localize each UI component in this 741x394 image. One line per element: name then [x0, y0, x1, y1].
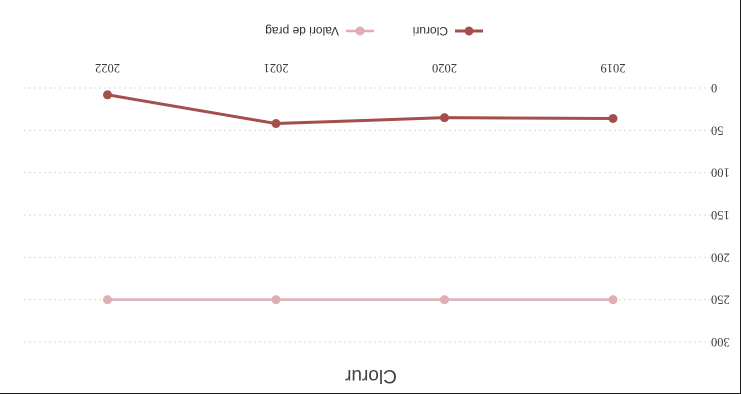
- gridlines: [21, 87, 721, 343]
- x-tick-label: 2022: [95, 61, 120, 75]
- y-tick-label: 50: [711, 123, 724, 137]
- y-tick-label: 250: [711, 293, 730, 307]
- legend-item: Valori de prag: [265, 24, 374, 38]
- y-axis-tick-labels: 0 50 100 150 200 250 300: [711, 81, 730, 349]
- series-valori-de-prag: [103, 295, 618, 305]
- data-point: [608, 113, 618, 123]
- legend: Cloruri Valori de prag: [265, 24, 483, 38]
- y-tick-label: 200: [711, 250, 730, 264]
- x-tick-label: 2019: [601, 61, 626, 75]
- y-tick-label: 150: [711, 208, 730, 222]
- series-line: [107, 93, 614, 126]
- x-axis-tick-labels: 2019 2020 2021 2022: [95, 61, 626, 75]
- data-point: [271, 119, 281, 129]
- y-tick-label: 100: [711, 166, 730, 180]
- y-tick-label: 300: [711, 335, 730, 349]
- chart-title: Clorur: [344, 365, 396, 386]
- legend-swatch-marker: [355, 26, 365, 36]
- series-layer: [103, 90, 618, 305]
- legend-label: Cloruri: [413, 24, 448, 38]
- series-cloruri: [103, 90, 618, 129]
- y-tick-label: 0: [711, 81, 717, 95]
- data-point: [103, 90, 112, 100]
- legend-item: Cloruri: [413, 24, 483, 38]
- legend-swatch-marker: [464, 26, 474, 36]
- x-tick-label: 2020: [432, 61, 457, 75]
- data-point: [271, 295, 281, 305]
- legend-label: Valori de prag: [265, 24, 339, 38]
- data-point: [103, 295, 112, 305]
- x-tick-label: 2021: [264, 61, 289, 75]
- data-point: [440, 113, 449, 123]
- data-point: [440, 295, 449, 305]
- data-point: [608, 295, 618, 305]
